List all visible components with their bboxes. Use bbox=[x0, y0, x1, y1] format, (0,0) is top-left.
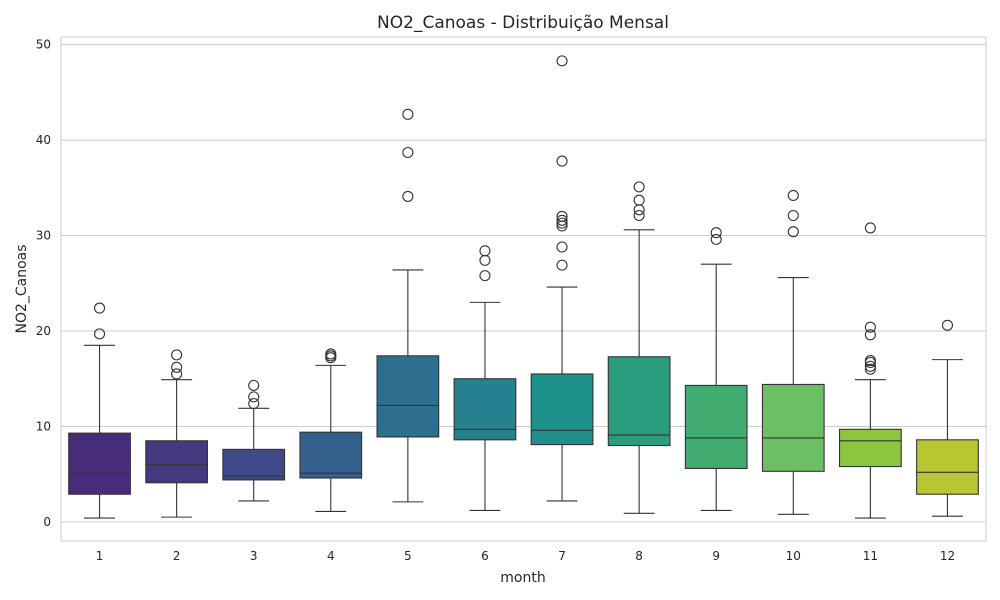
y-tick-label: 50 bbox=[36, 38, 51, 52]
outlier-point bbox=[864, 355, 876, 367]
outlier-point bbox=[171, 349, 183, 361]
x-tick-labels: 1 2 3 4 5 6 7 8 9 10 11 12 bbox=[96, 549, 955, 563]
outlier-point bbox=[402, 190, 414, 202]
x-tick-label: 5 bbox=[404, 549, 412, 563]
outlier-point bbox=[864, 360, 876, 372]
x-tick-label: 8 bbox=[635, 549, 643, 563]
y-tick-label: 30 bbox=[36, 229, 51, 243]
box-group-month-3 bbox=[222, 379, 286, 502]
outlier-point bbox=[633, 209, 645, 222]
outlier-point bbox=[787, 209, 799, 222]
box-group-month-2 bbox=[145, 349, 209, 518]
box-group-month-6 bbox=[453, 245, 517, 512]
x-tick-label: 2 bbox=[173, 549, 181, 563]
box-group-month-4 bbox=[299, 348, 363, 512]
x-tick-label: 7 bbox=[558, 549, 566, 563]
outlier-point bbox=[941, 319, 954, 331]
box-month-5 bbox=[376, 355, 440, 438]
y-tick-label: 20 bbox=[36, 324, 51, 338]
plot-area bbox=[60, 36, 987, 542]
y-tick-label: 10 bbox=[36, 419, 51, 433]
outlier-point bbox=[556, 259, 568, 271]
outlier-point bbox=[479, 245, 491, 257]
x-tick-label: 11 bbox=[863, 549, 878, 563]
outlier-point bbox=[93, 328, 106, 340]
outlier-point bbox=[556, 241, 568, 253]
x-tick-label: 4 bbox=[327, 549, 335, 563]
box-month-10 bbox=[761, 383, 825, 472]
boxes bbox=[68, 55, 979, 519]
box-group-month-8 bbox=[607, 181, 671, 514]
outlier-point bbox=[556, 217, 568, 229]
outlier-point bbox=[787, 189, 799, 202]
outlier-point bbox=[556, 155, 568, 167]
outlier-point bbox=[556, 55, 568, 67]
outlier-point bbox=[248, 379, 260, 391]
outlier-point bbox=[787, 226, 799, 238]
grid bbox=[61, 44, 986, 523]
outlier-point bbox=[402, 146, 414, 159]
y-axis-label: NO2_Canoas bbox=[14, 244, 30, 333]
outlier-point bbox=[864, 363, 876, 375]
box-month-4 bbox=[299, 431, 363, 479]
outlier-point bbox=[248, 391, 260, 403]
box-month-8 bbox=[607, 356, 671, 447]
box-group-month-9 bbox=[684, 227, 748, 512]
outlier-point bbox=[710, 233, 722, 245]
box-group-month-1 bbox=[68, 302, 131, 519]
y-tick-label: 0 bbox=[43, 515, 51, 529]
outlier-point bbox=[864, 321, 876, 333]
outlier-point bbox=[402, 108, 414, 120]
box-month-6 bbox=[453, 378, 517, 441]
x-axis-label: month bbox=[500, 570, 545, 586]
chart-title: NO2_Canoas - Distribuição Mensal bbox=[377, 13, 669, 33]
outlier-point bbox=[556, 214, 568, 226]
outlier-point bbox=[633, 181, 645, 193]
x-tick-label: 10 bbox=[786, 549, 801, 563]
box-month-7 bbox=[530, 373, 594, 446]
y-tick-labels: 0 10 20 30 40 50 bbox=[36, 38, 51, 529]
outlier-point bbox=[864, 329, 876, 341]
box-month-12 bbox=[916, 439, 979, 495]
outlier-point bbox=[325, 348, 337, 360]
box-group-month-11 bbox=[838, 222, 902, 519]
outlier-point bbox=[171, 368, 183, 380]
outlier-point bbox=[556, 210, 568, 223]
outlier-point bbox=[864, 222, 876, 234]
box-month-11 bbox=[838, 428, 902, 468]
x-tick-label: 1 bbox=[96, 549, 104, 563]
box-month-1 bbox=[68, 432, 131, 495]
box-group-month-5 bbox=[376, 108, 440, 503]
box-month-3 bbox=[222, 448, 286, 481]
x-tick-label: 3 bbox=[250, 549, 258, 563]
outlier-point bbox=[93, 302, 106, 314]
x-tick-label: 6 bbox=[481, 549, 489, 563]
box-month-2 bbox=[145, 440, 209, 484]
x-tick-label: 12 bbox=[940, 549, 955, 563]
outlier-point bbox=[710, 227, 722, 239]
outlier-point bbox=[633, 194, 645, 206]
box-group-month-7 bbox=[530, 55, 594, 502]
outlier-point bbox=[479, 270, 491, 282]
box-month-9 bbox=[684, 384, 748, 470]
box-group-month-10 bbox=[761, 189, 825, 515]
outlier-point bbox=[171, 361, 183, 373]
box-group-month-12 bbox=[916, 319, 979, 517]
x-tick-label: 9 bbox=[712, 549, 720, 563]
outlier-point bbox=[248, 397, 260, 410]
y-tick-label: 40 bbox=[36, 133, 51, 147]
